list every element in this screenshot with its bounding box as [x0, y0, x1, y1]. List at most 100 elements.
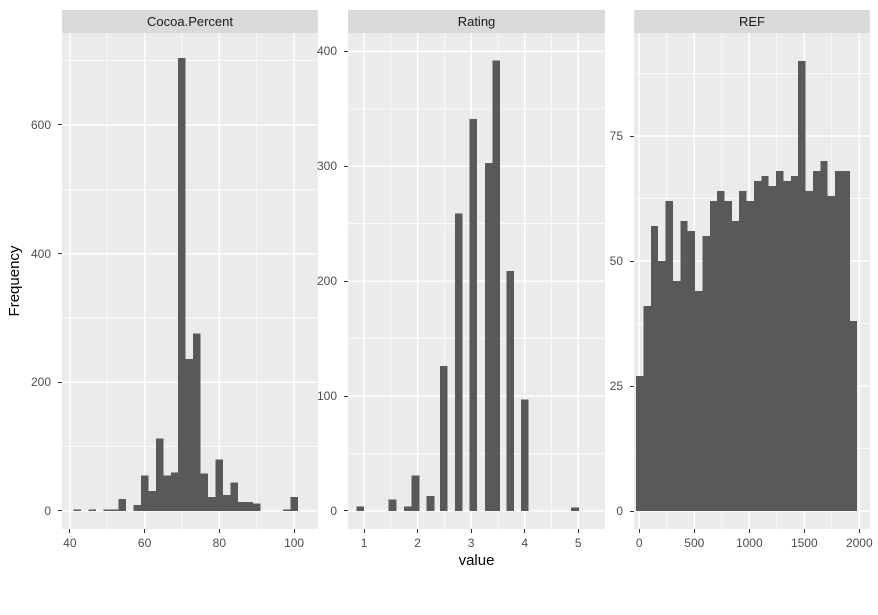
y-tick-label: 0	[330, 503, 337, 518]
x-tick-mark	[693, 529, 695, 533]
histogram-bar	[193, 333, 201, 511]
x-tick-label: 1500	[790, 536, 818, 550]
histogram-bar	[805, 191, 813, 511]
histogram-bar	[790, 176, 799, 511]
histogram-bar	[252, 503, 261, 511]
x-tick-mark	[218, 529, 220, 533]
histogram-bar	[820, 161, 828, 511]
x-tick-mark	[638, 529, 640, 533]
y-tick-label: 400	[30, 246, 51, 261]
histogram-bar	[290, 496, 298, 511]
histogram-bar	[238, 501, 246, 511]
facet-strip: Cocoa.Percent	[62, 10, 318, 33]
x-tick-label: 5	[574, 536, 582, 550]
histogram-bar	[665, 201, 673, 511]
panel-plot-area	[634, 33, 870, 529]
x-tick-label: 0	[635, 536, 643, 550]
x-tick-mark	[293, 529, 295, 533]
histogram-bar	[783, 181, 791, 511]
histogram-bar	[672, 281, 681, 511]
histogram-bar	[388, 499, 397, 511]
histogram-bar	[753, 181, 762, 511]
x-tick-mark	[470, 529, 472, 533]
x-axis-title: value	[458, 552, 495, 569]
histogram-bar	[208, 496, 216, 511]
histogram-bar	[650, 226, 659, 511]
x-tick-label: 1000	[735, 536, 763, 550]
y-tick-label: 100	[316, 389, 337, 404]
facet-panel: Rating	[348, 10, 605, 529]
histogram-bar	[643, 306, 651, 511]
y-tick-mark	[630, 260, 634, 262]
y-tick-label: 50	[609, 254, 623, 268]
histogram-bar	[798, 61, 806, 511]
histogram-bar	[163, 475, 171, 511]
histogram-bar	[215, 459, 224, 511]
histogram-bar	[170, 472, 179, 511]
histogram-bar	[455, 213, 463, 511]
histogram-bar	[200, 473, 209, 511]
y-tick-mark	[630, 135, 634, 137]
histogram-bar	[282, 509, 291, 511]
facet-strip: REF	[634, 10, 870, 33]
histogram-bar	[356, 506, 365, 511]
y-tick-mark	[58, 510, 62, 512]
histogram-bar	[411, 475, 420, 511]
histogram-bar	[724, 201, 732, 511]
histogram-bar	[178, 58, 186, 511]
histogram-bar	[842, 171, 850, 511]
histogram-bar	[140, 475, 149, 511]
x-tick-mark	[577, 529, 579, 533]
y-tick-mark	[58, 253, 62, 255]
facet-title: Cocoa.Percent	[147, 14, 233, 29]
y-tick-mark	[630, 510, 634, 512]
x-tick-label: 2	[414, 536, 421, 550]
y-tick-label: 200	[30, 375, 51, 390]
x-tick-mark	[363, 529, 365, 533]
histogram-bar	[717, 191, 725, 511]
histogram-bar	[812, 171, 821, 511]
y-tick-mark	[344, 50, 348, 52]
y-tick-mark	[344, 395, 348, 397]
histogram-bar	[155, 438, 164, 511]
y-tick-mark	[630, 385, 634, 387]
histogram-bar	[133, 505, 141, 511]
x-tick-label: 1	[360, 536, 368, 550]
y-tick-label: 0	[616, 504, 623, 518]
panel-plot-area	[348, 33, 605, 529]
histogram-bar	[776, 171, 784, 511]
histogram-bar	[110, 509, 119, 511]
y-tick-label: 25	[609, 379, 623, 393]
x-tick-label: 4	[521, 536, 529, 550]
histogram-bar	[506, 270, 515, 511]
y-tick-mark	[58, 381, 62, 383]
x-tick-label: 2000	[845, 536, 873, 550]
histogram-bar	[746, 201, 754, 511]
histogram-bar	[849, 321, 858, 511]
histogram-bar	[636, 376, 644, 511]
histogram-bar	[768, 186, 777, 511]
histogram-bar	[520, 399, 529, 511]
x-tick-label: 40	[63, 536, 77, 550]
y-tick-mark	[344, 510, 348, 512]
histogram-bar	[185, 359, 194, 511]
histogram-bar	[695, 291, 703, 511]
y-tick-mark	[58, 124, 62, 126]
histogram-bar	[709, 201, 718, 511]
x-tick-label: 60	[137, 536, 152, 550]
y-tick-mark	[344, 280, 348, 282]
histogram-bar	[404, 506, 412, 511]
facet-panel: REF	[634, 10, 870, 529]
histogram-bar	[731, 221, 740, 511]
x-tick-mark	[748, 529, 750, 533]
panel-plot-area	[62, 33, 318, 529]
x-tick-mark	[858, 529, 860, 533]
histogram-bar	[680, 221, 688, 511]
histogram-bar	[571, 507, 579, 511]
histogram-bar	[827, 196, 836, 511]
y-tick-label: 0	[44, 503, 51, 518]
x-tick-label: 80	[212, 536, 226, 550]
y-tick-label: 200	[316, 274, 337, 289]
histogram-bar	[702, 236, 710, 511]
